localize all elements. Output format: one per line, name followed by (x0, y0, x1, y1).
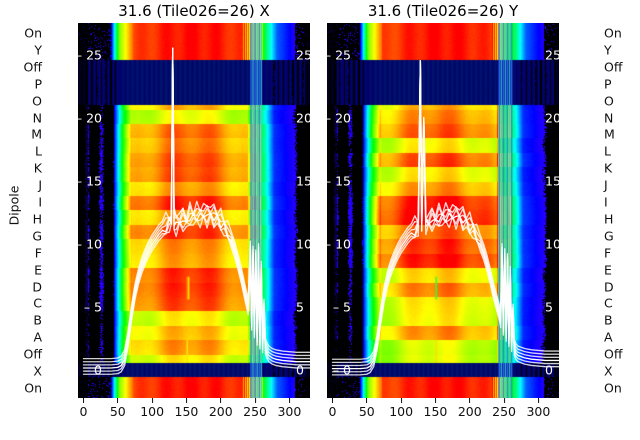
x-tick-mark (366, 398, 368, 403)
dipole-label-e-14: E (34, 262, 42, 278)
dipole-label-x-20: X (604, 363, 613, 379)
dipole-label-f-13: F (34, 245, 42, 261)
x-tick-50: 50 (359, 398, 375, 419)
dipole-label-off-2: Off (604, 59, 623, 75)
x-tick-mark (400, 398, 402, 403)
dipole-label-g-12: G (604, 228, 614, 244)
dipole-label-f-13: F (604, 245, 612, 261)
dipole-label-l-7: L (35, 143, 42, 159)
x-tick-0: 0 (328, 398, 337, 419)
x-tick-250: 250 (492, 398, 516, 419)
dipole-label-x-20: X (33, 363, 42, 379)
x-tick-mark (434, 398, 436, 403)
x-tick-label: 50 (358, 404, 375, 419)
overlay-curve-canvas-y (327, 23, 559, 398)
x-tick-mark (151, 398, 153, 403)
dipole-label-c-16: C (604, 295, 613, 311)
dipole-label-i-10: I (38, 194, 42, 210)
x-tick-200: 200 (209, 398, 233, 419)
x-tick-200: 200 (458, 398, 482, 419)
dipole-label-j-9: J (38, 177, 42, 193)
dipole-label-y-1: Y (34, 42, 42, 58)
heatmap-panel-y (327, 23, 559, 398)
x-tick-label: 0 (328, 404, 337, 419)
x-tick-label: 300 (526, 404, 551, 419)
x-tick-label: 200 (208, 404, 233, 419)
x-tick-mark (503, 398, 505, 403)
dipole-label-o-4: O (604, 93, 614, 109)
x-tick-label: 150 (423, 404, 448, 419)
x-tick-300: 300 (526, 398, 550, 419)
dipole-category-axis-right: On Y Off P O N M L K J I H G F E D C B A Off X On (604, 23, 638, 398)
dipole-label-d-15: D (32, 279, 42, 295)
dipole-label-n-5: N (32, 110, 42, 126)
x-tick-mark (117, 398, 119, 403)
dipole-label-e-14: E (604, 262, 612, 278)
dipole-label-on-0: On (604, 25, 622, 41)
x-tick-250: 250 (243, 398, 267, 419)
dipole-label-p-3: P (34, 76, 42, 92)
dipole-label-j-9: J (604, 177, 608, 193)
dipole-label-b-17: B (604, 312, 613, 328)
x-tick-mark (254, 398, 256, 403)
dipole-label-off-19: Off (23, 346, 42, 362)
x-tick-label: 200 (457, 404, 482, 419)
dipole-label-h-11: H (32, 211, 42, 227)
panel-title-right: 31.6 (Tile026=26) Y (367, 2, 519, 20)
dipole-label-n-5: N (604, 110, 614, 126)
x-tick-mark (469, 398, 471, 403)
dipole-label-m-6: M (31, 126, 42, 142)
dipole-label-b-17: B (33, 312, 42, 328)
x-tick-label: 100 (140, 404, 165, 419)
x-tick-label: 50 (109, 404, 126, 419)
x-tick-50: 50 (110, 398, 126, 419)
dipole-label-c-16: C (33, 295, 42, 311)
dipole-label-m-6: M (604, 126, 615, 142)
dipole-label-d-15: D (604, 279, 614, 295)
x-tick-mark (331, 398, 333, 403)
dipole-label-a-18: A (33, 329, 42, 345)
x-tick-label: 250 (492, 404, 517, 419)
dipole-label-h-11: H (604, 211, 614, 227)
x-tick-100: 100 (140, 398, 164, 419)
dipole-category-axis-left: On Y Off P O N M L K J I H G F E D C B A Off X On (8, 23, 42, 398)
overlay-curve-canvas-x (78, 23, 310, 398)
x-tick-label: 300 (277, 404, 302, 419)
x-tick-label: 250 (243, 404, 268, 419)
dipole-label-on-21: On (604, 380, 622, 396)
dipole-label-on-21: On (24, 380, 42, 396)
dipole-label-y-1: Y (604, 42, 612, 58)
dipole-label-k-8: K (604, 160, 613, 176)
panel-title-left: 31.6 (Tile026=26) X (118, 2, 270, 20)
dipole-label-g-12: G (32, 228, 42, 244)
x-tick-mark (185, 398, 187, 403)
x-tick-label: 0 (79, 404, 88, 419)
dipole-label-l-7: L (604, 143, 611, 159)
dipole-label-o-4: O (32, 93, 42, 109)
x-tick-300: 300 (277, 398, 301, 419)
dipole-label-off-2: Off (23, 59, 42, 75)
dipole-label-on-0: On (24, 25, 42, 41)
x-tick-mark (288, 398, 290, 403)
heatmap-panel-x (78, 23, 310, 398)
x-tick-label: 150 (174, 404, 199, 419)
dipole-label-off-19: Off (604, 346, 623, 362)
dipole-label-p-3: P (604, 76, 612, 92)
x-tick-0: 0 (79, 398, 88, 419)
x-tick-mark (82, 398, 84, 403)
x-tick-100: 100 (389, 398, 413, 419)
x-tick-150: 150 (423, 398, 448, 419)
dipole-label-a-18: A (604, 329, 613, 345)
x-tick-mark (537, 398, 539, 403)
x-tick-mark (220, 398, 222, 403)
x-axis-right: 0 50 100 150 200 250 300 (327, 398, 559, 430)
dipole-label-i-10: I (604, 194, 608, 210)
x-tick-label: 100 (389, 404, 414, 419)
x-tick-150: 150 (174, 398, 199, 419)
x-axis-left: 0 50 100 150 200 250 300 (78, 398, 310, 430)
dipole-label-k-8: K (33, 160, 42, 176)
